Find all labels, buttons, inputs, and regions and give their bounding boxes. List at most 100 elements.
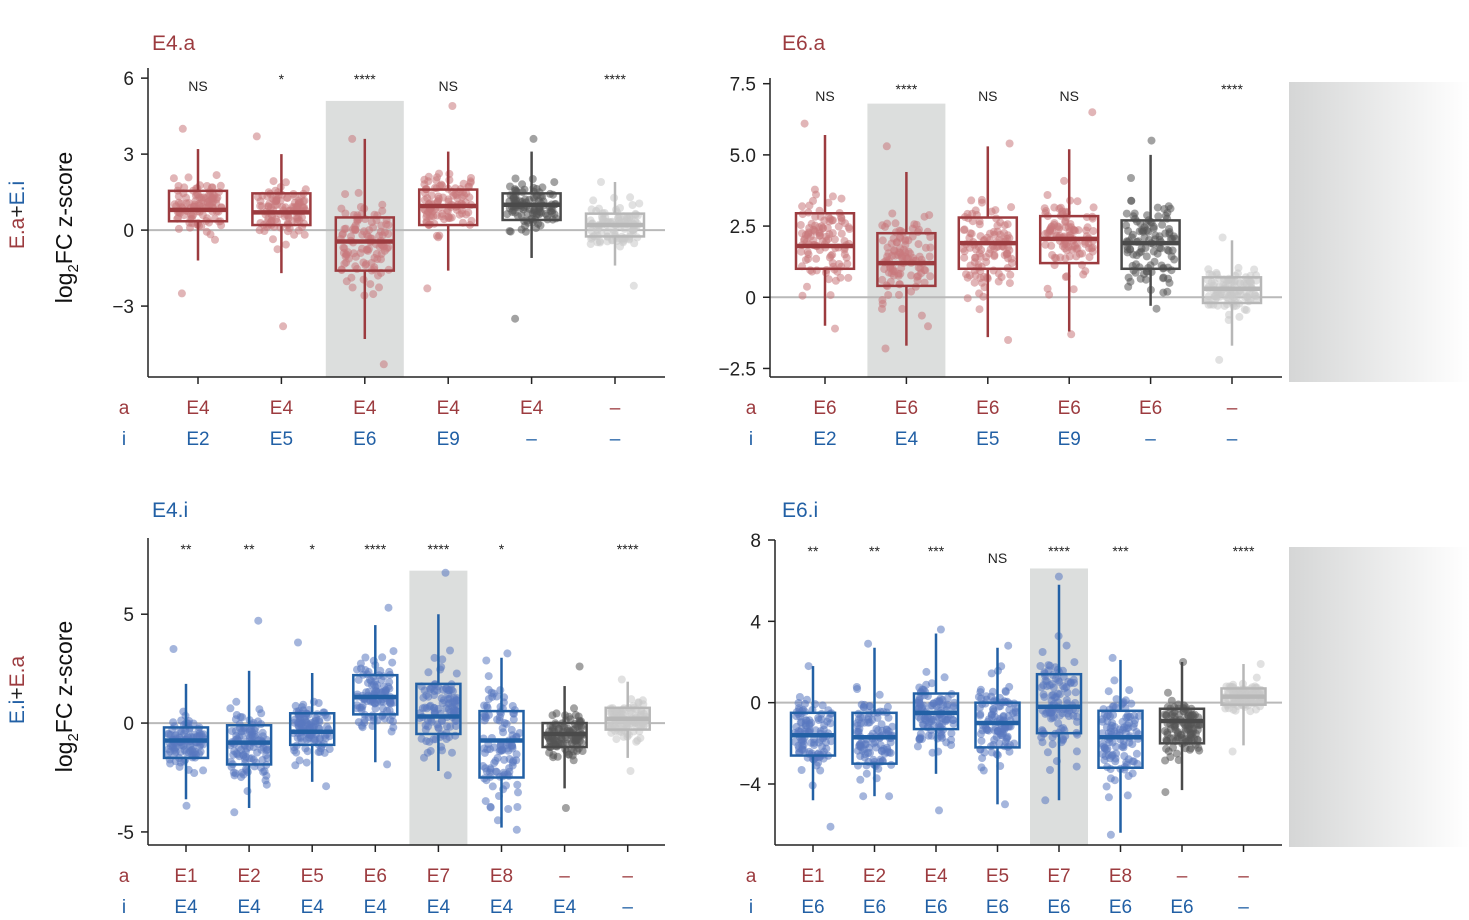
data-point (492, 768, 501, 776)
data-point (389, 723, 398, 732)
data-point (1063, 688, 1072, 697)
data-point (1152, 304, 1161, 313)
data-point (1142, 252, 1151, 261)
data-point (616, 242, 625, 251)
data-point (351, 225, 360, 234)
data-point (379, 704, 387, 713)
side-gradient-top (1289, 82, 1469, 382)
data-point (452, 669, 461, 678)
data-point (970, 278, 979, 287)
data-point (800, 119, 809, 128)
data-point (826, 822, 835, 831)
data-point (270, 196, 279, 205)
data-point (1071, 688, 1080, 697)
data-point (571, 711, 580, 719)
data-point (279, 322, 288, 331)
category-label-i: E4 (237, 897, 261, 918)
data-point (824, 235, 833, 244)
data-point (990, 735, 999, 744)
category-label-a: E6 (895, 398, 918, 419)
data-point (1174, 756, 1183, 765)
data-point (253, 193, 262, 201)
data-point (256, 201, 265, 210)
data-point (1111, 703, 1120, 712)
category-label-a: E6 (1058, 398, 1081, 419)
data-point (254, 616, 263, 625)
data-point (1132, 749, 1141, 758)
data-point (936, 625, 945, 634)
data-point (1127, 196, 1136, 205)
data-point (617, 675, 626, 684)
category-label-a: E7 (1047, 866, 1070, 887)
category-label-a: E2 (237, 866, 260, 887)
data-point (1047, 714, 1056, 723)
data-point (874, 764, 883, 773)
category-label-i: E4 (553, 897, 577, 918)
data-point (503, 649, 512, 658)
data-point (1045, 681, 1054, 690)
data-point (1132, 251, 1141, 260)
data-point (877, 720, 886, 729)
data-point (320, 748, 329, 757)
category-label-i: E6 (863, 897, 886, 918)
data-point (1098, 717, 1107, 726)
data-point (1174, 700, 1183, 709)
significance-label: * (279, 71, 285, 87)
category-5: * E8 E4 (478, 541, 525, 918)
panel-title: E4.i (152, 499, 188, 522)
data-point (348, 283, 357, 292)
box (167, 189, 229, 223)
data-point (1045, 229, 1054, 238)
data-point (216, 181, 225, 190)
significance-label: NS (438, 78, 457, 94)
data-point (976, 252, 985, 261)
category-label-a: E1 (174, 866, 197, 887)
data-point (963, 294, 972, 303)
category-label-i: E6 (801, 897, 824, 918)
data-point (504, 805, 513, 813)
significance-label: **** (364, 541, 386, 557)
data-point (816, 766, 825, 775)
data-point (967, 229, 976, 238)
data-point (1000, 725, 1009, 734)
data-point (1043, 748, 1052, 757)
data-point (965, 271, 974, 280)
significance-label: **** (896, 81, 918, 97)
category-label-a: E4 (437, 398, 461, 419)
data-point (1224, 316, 1233, 324)
data-point (801, 719, 810, 727)
significance-label: * (309, 541, 315, 557)
data-point (374, 687, 383, 696)
data-point (1089, 227, 1098, 235)
significance-label: NS (188, 78, 207, 94)
box (251, 192, 312, 227)
data-point (245, 743, 254, 751)
data-point (549, 751, 558, 759)
data-point (1070, 658, 1079, 667)
data-point (865, 702, 874, 711)
data-point (322, 782, 331, 791)
data-point (434, 724, 443, 733)
data-point (500, 755, 509, 764)
data-point (177, 716, 186, 725)
data-point (315, 716, 324, 724)
data-points (1036, 572, 1082, 805)
data-point (890, 247, 899, 255)
data-point (633, 736, 642, 745)
data-point (830, 235, 839, 244)
data-point (189, 719, 198, 728)
side-label-bottom-second: E.a (6, 656, 29, 688)
data-point (211, 235, 219, 244)
data-points (336, 134, 393, 369)
data-point (549, 190, 557, 199)
data-point (255, 226, 264, 235)
data-point (975, 217, 984, 226)
data-point (169, 174, 178, 183)
data-point (232, 697, 241, 706)
data-point (419, 693, 428, 702)
data-point (975, 305, 984, 314)
data-point (442, 735, 451, 743)
data-point (361, 261, 370, 270)
data-point (1141, 244, 1150, 252)
data-point (445, 686, 454, 695)
